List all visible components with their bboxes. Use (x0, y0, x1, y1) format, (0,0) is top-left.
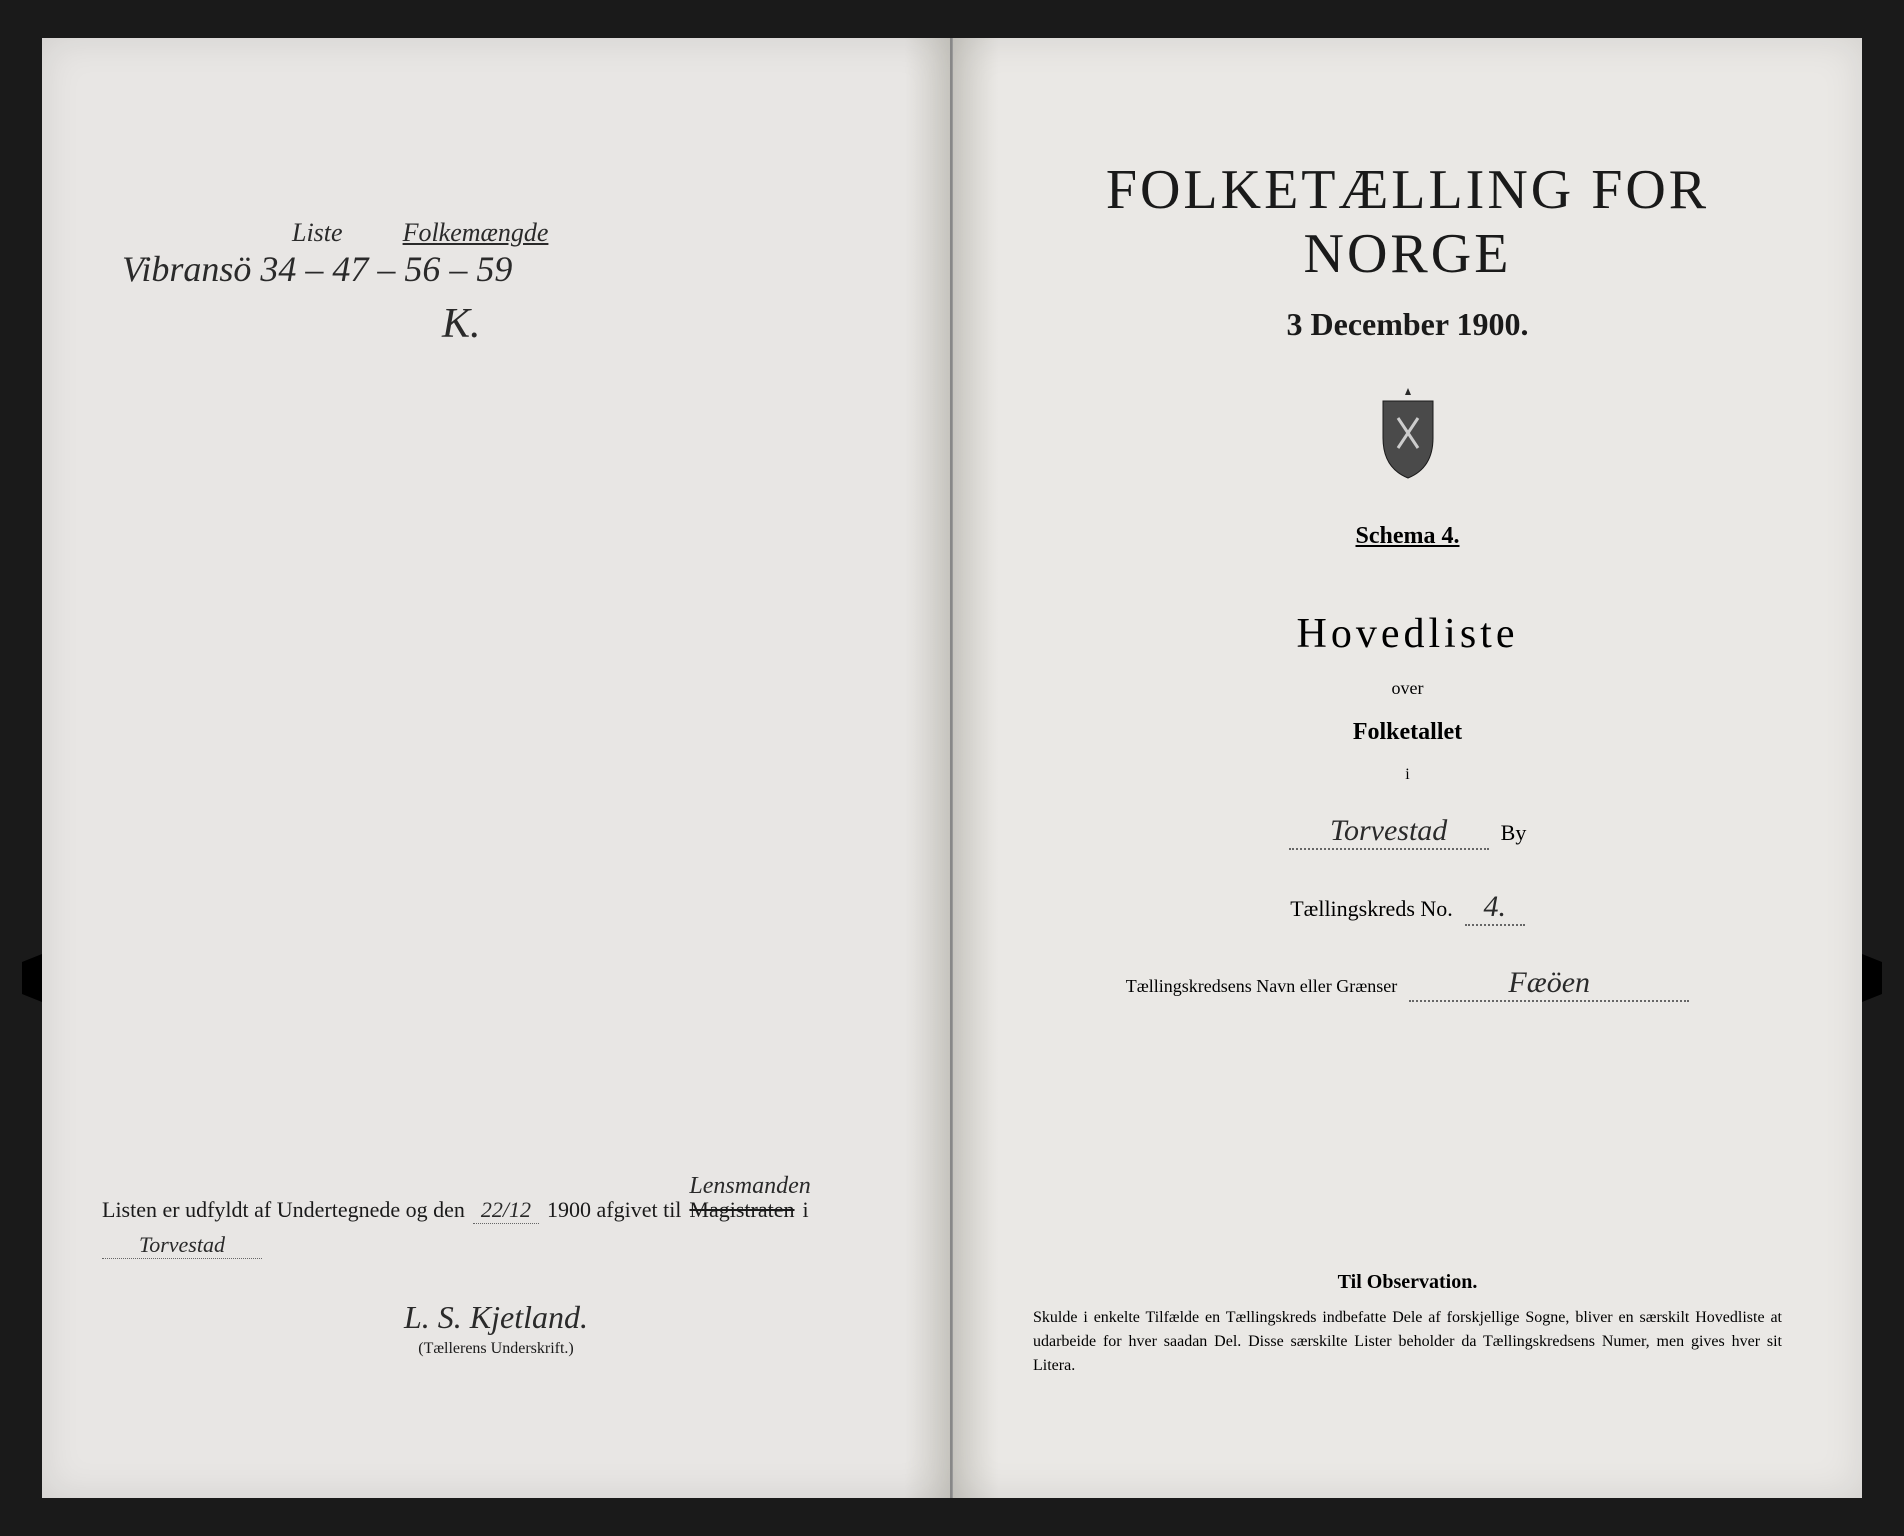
observation-block: Til Observation. Skulde i enkelte Tilfæl… (1033, 1271, 1782, 1378)
observation-text: Skulde i enkelte Tilfælde en Tællingskre… (1033, 1306, 1782, 1378)
hovedliste: Hovedliste (1013, 610, 1802, 658)
footer-above-struck: Lensmanden (689, 1173, 810, 1200)
title-date: 3 December 1900. (1013, 306, 1802, 343)
footer-place: Torvestad (102, 1232, 262, 1259)
handwritten-notes: Liste Folkemængde Vibransö 34 – 47 – 56 … (122, 218, 890, 348)
kreds-label: Tællingskreds No. (1290, 896, 1453, 922)
note-main: Vibransö 34 – 47 – 56 – 59 (122, 248, 890, 290)
navn-value: Fæöen (1409, 966, 1689, 1002)
kreds-line: Tællingskreds No. 4. (1013, 890, 1802, 926)
by-line: Torvestad By (1013, 814, 1802, 850)
navn-line: Tællingskredsens Navn eller Grænser Fæöe… (1013, 966, 1802, 1002)
note-label-2: Folkemængde (403, 218, 549, 248)
coat-of-arms-icon (1373, 383, 1443, 483)
over-label: over (1013, 678, 1802, 699)
by-value: Torvestad (1289, 814, 1489, 850)
kreds-value: 4. (1465, 890, 1525, 926)
footer-text-1: Listen er udfyldt af Undertegnede og den (102, 1197, 465, 1223)
signature-label: (Tællerens Underskrift.) (102, 1340, 890, 1358)
note-label-1: Liste (292, 218, 343, 248)
note-k: K. (442, 300, 890, 348)
footer-text-3: i (803, 1197, 809, 1223)
observation-title: Til Observation. (1033, 1271, 1782, 1294)
book-spread: Liste Folkemængde Vibransö 34 – 47 – 56 … (42, 38, 1862, 1498)
footer-text-2: 1900 afgivet til (547, 1197, 681, 1223)
folketallet: Folketallet (1013, 719, 1802, 746)
left-page: Liste Folkemængde Vibransö 34 – 47 – 56 … (42, 38, 952, 1498)
main-title: FOLKETÆLLING FOR NORGE (1013, 158, 1802, 286)
footer-date: 22/12 (473, 1197, 539, 1224)
signature: L. S. Kjetland. (102, 1299, 890, 1336)
right-page: FOLKETÆLLING FOR NORGE 3 December 1900. … (952, 38, 1862, 1498)
navn-label: Tællingskredsens Navn eller Grænser (1126, 976, 1397, 997)
i-label: i (1013, 766, 1802, 784)
footer-struck: Magistraten (689, 1197, 794, 1222)
by-label: By (1501, 820, 1527, 846)
schema-label: Schema 4. (1013, 523, 1802, 550)
left-footer: Listen er udfyldt af Undertegnede og den… (102, 1197, 890, 1358)
